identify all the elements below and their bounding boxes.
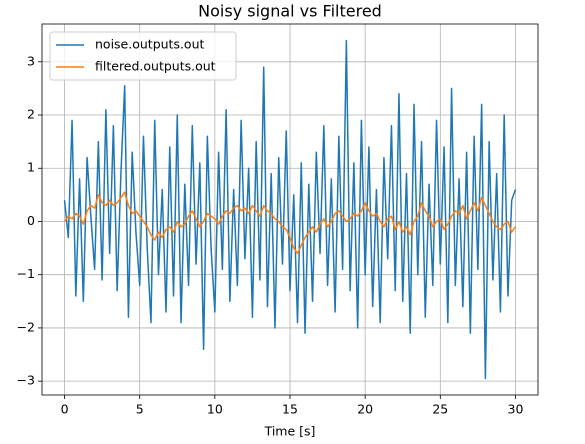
x-tick-label: 25 <box>432 402 448 417</box>
x-tick-label: 15 <box>282 402 298 417</box>
y-tick-label: −3 <box>17 373 35 388</box>
chart-title: Noisy signal vs Filtered <box>198 2 382 21</box>
y-tick-label: 3 <box>27 53 35 68</box>
y-tick-label: 1 <box>27 160 35 175</box>
x-tick-label: 0 <box>61 402 69 417</box>
axes-frame <box>41 23 539 396</box>
x-axis-label: Time [s] <box>264 424 316 439</box>
series-line <box>63 39 517 380</box>
y-tick-label: 2 <box>27 107 35 122</box>
legend-label: filtered.outputs.out <box>95 59 216 74</box>
y-tick-label: −2 <box>17 319 35 334</box>
x-tick-label: 10 <box>207 402 223 417</box>
x-tick-label: 30 <box>508 402 524 417</box>
x-tick-label: 5 <box>136 402 144 417</box>
legend-box <box>49 31 237 81</box>
y-tick-label: −1 <box>17 266 35 281</box>
legend-label: noise.outputs.out <box>95 37 205 52</box>
x-tick-label: 20 <box>357 402 373 417</box>
y-tick-label: 0 <box>27 213 35 228</box>
series-line <box>63 191 517 255</box>
legend: noise.outputs.out filtered.outputs.out <box>49 31 237 81</box>
